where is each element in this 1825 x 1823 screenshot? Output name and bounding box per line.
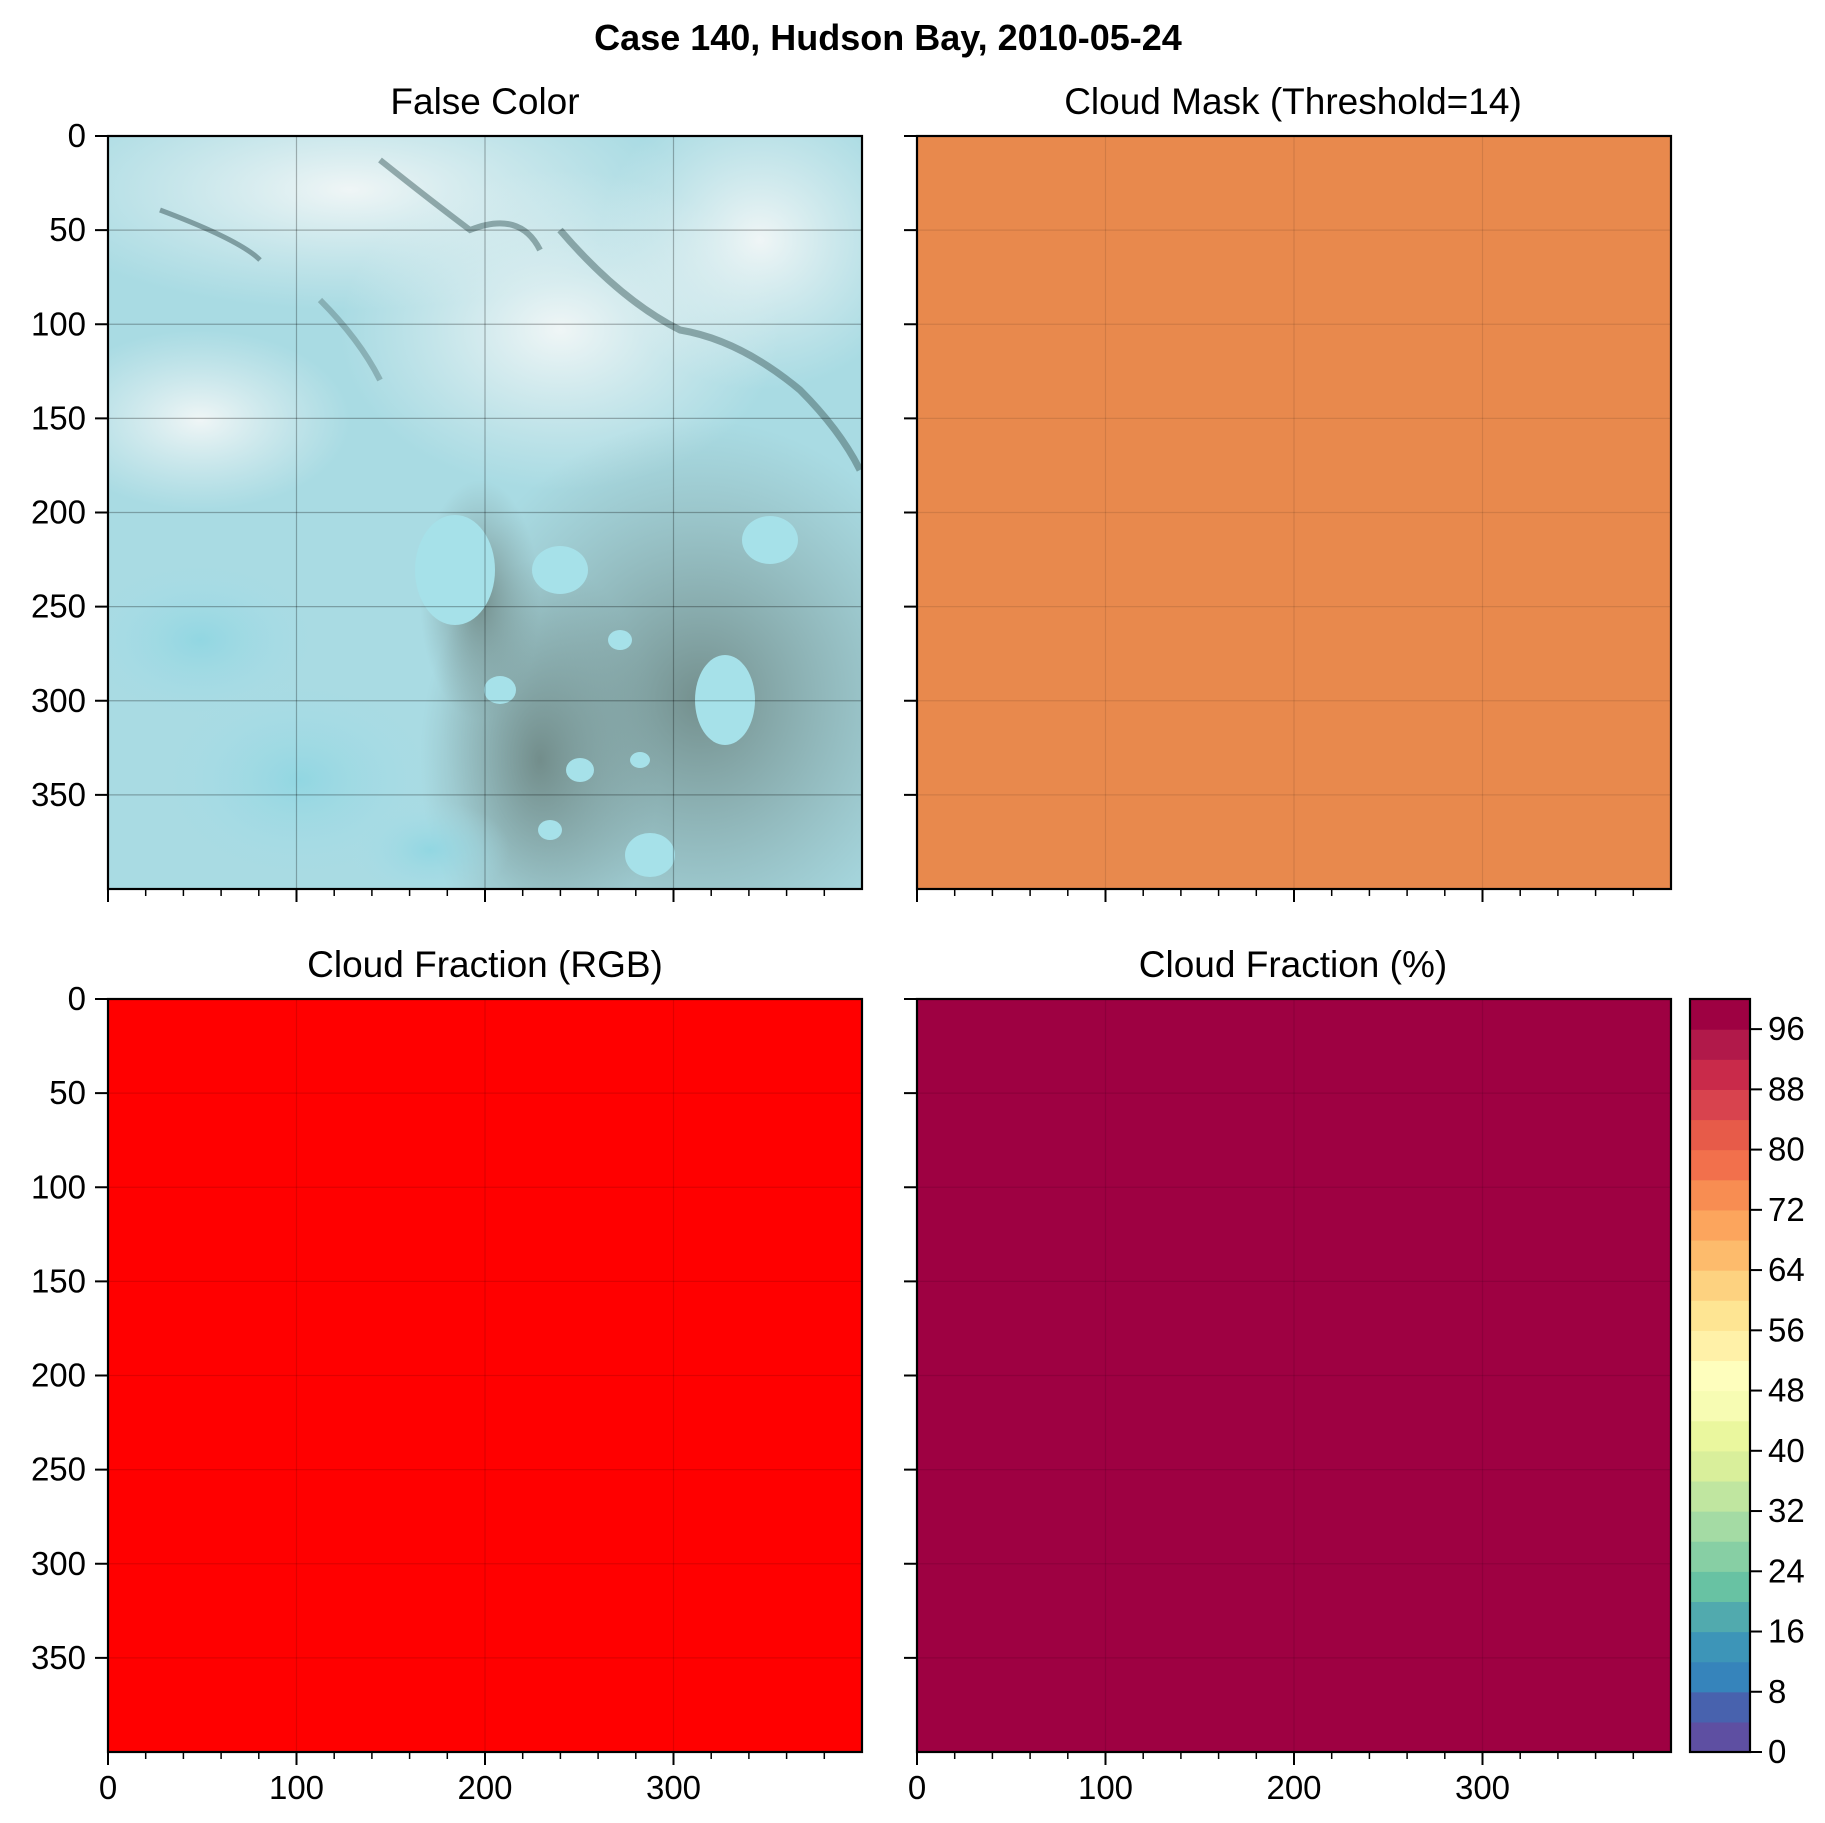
figure-title: Case 140, Hudson Bay, 2010-05-24 (594, 17, 1182, 58)
y-tick-label: 350 (31, 1639, 86, 1676)
colorbar-segment (1690, 1330, 1750, 1362)
y-tick-label: 100 (31, 1168, 86, 1205)
colorbar-tick-label: 48 (1768, 1372, 1805, 1409)
colorbar-segment (1690, 1360, 1750, 1392)
y-tick-label: 350 (31, 776, 86, 813)
colorbar-tick-label: 64 (1768, 1251, 1805, 1288)
colorbar-segment (1690, 1059, 1750, 1090)
y-tick-label: 50 (49, 211, 86, 248)
colorbar-tick-label: 72 (1768, 1191, 1805, 1228)
colorbar-segment (1690, 1089, 1750, 1121)
colorbar-segment (1690, 1691, 1750, 1723)
panel-title-cloud-fraction-pct: Cloud Fraction (%) (1139, 944, 1447, 985)
colorbar-tick-label: 16 (1768, 1613, 1805, 1650)
y-tick-label: 200 (31, 494, 86, 531)
colorbar-segment (1690, 1721, 1750, 1753)
colorbar-tick-label: 88 (1768, 1070, 1805, 1107)
x-tick-label: 100 (269, 1769, 324, 1806)
axes-panel-0: 0 50 100 150 200 250 300 350 (31, 117, 864, 902)
colorbar-segment (1690, 1209, 1750, 1241)
y-tick-label: 100 (31, 305, 86, 342)
axes-panel-3: 0 100 200 300 (904, 997, 1673, 1806)
colorbar-tick-label: 24 (1768, 1552, 1805, 1589)
y-tick-label: 250 (31, 588, 86, 625)
axes-panel-2: 0 100 200 300 0 50 100 150 200 250 300 350 (31, 980, 864, 1806)
colorbar-segment (1690, 1390, 1750, 1422)
x-tick-label: 200 (457, 1769, 512, 1806)
colorbar-segment (1690, 1661, 1750, 1693)
colorbar-segment (1690, 1541, 1750, 1572)
colorbar-tick-label: 40 (1768, 1432, 1805, 1469)
y-tick-label: 0 (68, 980, 86, 1017)
colorbar-tick-label: 56 (1768, 1311, 1805, 1348)
axes-layer: 0 50 100 150 200 250 300 350 0 100 200 300 0 50 100 150… (31, 117, 1673, 1806)
false-color-image (108, 136, 862, 889)
y-tick-label: 200 (31, 1357, 86, 1394)
colorbar-segment (1690, 1119, 1750, 1151)
colorbar-tick-label: 8 (1768, 1673, 1786, 1710)
colorbar-frame (1688, 997, 1752, 1754)
colorbar-segment (1690, 1450, 1750, 1482)
colorbar-tick-label: 0 (1768, 1733, 1786, 1770)
colorbar-segment (1690, 1300, 1750, 1331)
x-tick-label: 0 (99, 1769, 117, 1806)
colorbar: 0 8 16 24 32 40 48 56 64 72 80 88 96 (1688, 997, 1805, 1770)
x-tick-label: 300 (646, 1769, 701, 1806)
colorbar-segment (1690, 1270, 1750, 1301)
colorbar-segment (1690, 999, 1750, 1030)
colorbar-segment (1690, 1239, 1750, 1271)
colorbar-segment (1690, 1179, 1750, 1211)
panel-title-cloud-fraction-rgb: Cloud Fraction (RGB) (307, 944, 663, 985)
colorbar-segment (1690, 1571, 1750, 1602)
colorbar-tick-label: 80 (1768, 1131, 1805, 1168)
colorbar-segment (1690, 1631, 1750, 1663)
colorbar-segment (1690, 1480, 1750, 1512)
y-tick-label: 300 (31, 682, 86, 719)
panel-title-false-color: False Color (390, 81, 579, 122)
y-tick-label: 150 (31, 399, 86, 436)
cloud-fraction-pct-image (917, 999, 1671, 1752)
x-tick-label: 200 (1266, 1769, 1321, 1806)
cloud-mask-image (917, 136, 1671, 889)
x-tick-label: 300 (1455, 1769, 1510, 1806)
panel-title-cloud-mask: Cloud Mask (Threshold=14) (1064, 81, 1522, 122)
colorbar-segment (1690, 1029, 1750, 1060)
colorbar-segment (1690, 1601, 1750, 1633)
colorbar-segment (1690, 1511, 1750, 1542)
x-tick-label: 100 (1078, 1769, 1133, 1806)
colorbar-segment (1690, 1149, 1750, 1181)
y-tick-label: 300 (31, 1545, 86, 1582)
colorbar-tick-label: 32 (1768, 1492, 1805, 1529)
y-tick-label: 150 (31, 1262, 86, 1299)
x-tick-label: 0 (908, 1769, 926, 1806)
axes-panel-1 (904, 134, 1673, 902)
colorbar-tick-label: 96 (1768, 1010, 1805, 1047)
y-tick-label: 50 (49, 1074, 86, 1111)
colorbar-segment (1690, 1420, 1750, 1452)
y-tick-label: 0 (68, 117, 86, 154)
cloud-fraction-rgb-image (108, 999, 862, 1752)
y-tick-label: 250 (31, 1451, 86, 1488)
